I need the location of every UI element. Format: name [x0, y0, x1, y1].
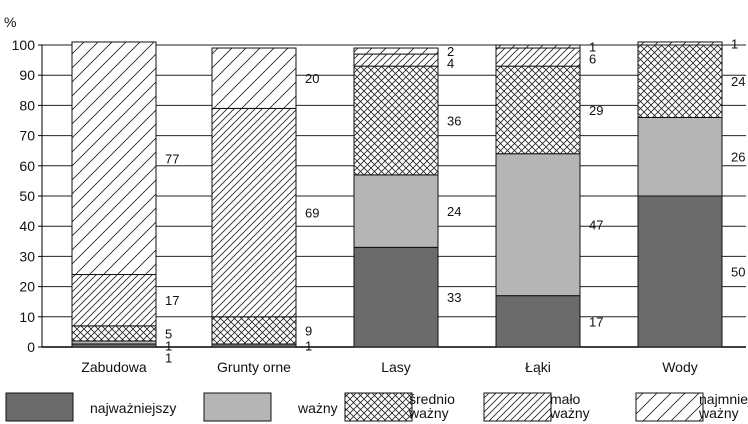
- y-axis-label: %: [4, 14, 16, 30]
- bar-segment-laki-malo-wazny: [495, 47, 581, 67]
- bar-segment-lasy-malo-wazny: [353, 53, 439, 67]
- data-label: 6: [589, 52, 596, 67]
- bar-segment-wody-wazny: [637, 116, 723, 197]
- data-label: 17: [589, 314, 603, 329]
- data-label: 17: [165, 293, 179, 308]
- y-tick-label: 80: [19, 97, 35, 113]
- data-label: 33: [447, 290, 461, 305]
- y-tick-label: 100: [12, 37, 36, 53]
- bar-segment-laki-wazny: [495, 153, 581, 297]
- data-label: 69: [305, 206, 319, 221]
- legend-swatch-srednio-wazny: [344, 392, 413, 422]
- legend-swatch-malo-wazny: [483, 392, 552, 422]
- data-label: 50: [731, 265, 745, 280]
- data-label: 29: [589, 103, 603, 118]
- y-tick-label: 70: [19, 128, 35, 144]
- legend: najważniejszy ważny średnio ważny mało ważny n…: [5, 391, 748, 422]
- legend-label-srednio-wazny: średnio ważny: [408, 391, 455, 421]
- legend-label-malo-wazny: mało ważny: [549, 391, 590, 421]
- legend-label-najmniej-wazny: najmniej ważny: [698, 391, 748, 421]
- bar-segment-wody-srednio-wazny: [637, 44, 723, 118]
- bar-segment-lasy-najwazniejszy: [353, 246, 439, 348]
- data-label: 1: [731, 36, 738, 51]
- bar-segment-wody-najwazniejszy: [637, 195, 723, 348]
- bar-segment-lasy-srednio-wazny: [353, 65, 439, 176]
- data-label: 4: [447, 56, 454, 71]
- legend-label-najwazniejszy: najważniejszy: [90, 400, 176, 416]
- y-tick-label: 50: [19, 188, 35, 204]
- data-label: 1: [165, 350, 172, 365]
- bar-segment-zabudowa-srednio-wazny: [71, 325, 157, 342]
- y-tick-label: 90: [19, 67, 35, 83]
- category-label-wody: Wody: [662, 359, 698, 375]
- category-label-zabudowa: Zabudowa: [81, 359, 147, 375]
- legend-swatch-najmniej-wazny: [635, 392, 704, 422]
- data-label: 77: [165, 151, 179, 166]
- y-tick-label: 10: [19, 309, 35, 325]
- legend-swatch-wazny: [203, 392, 272, 422]
- category-label-lasy: Lasy: [381, 359, 411, 375]
- bars: [71, 41, 723, 348]
- bar-segment-laki-najmniej-wazny: [495, 44, 581, 49]
- bar-segment-laki-najwazniejszy: [495, 295, 581, 348]
- data-label: 24: [731, 74, 745, 89]
- data-label: 36: [447, 114, 461, 129]
- bar-segment-zabudowa-malo-wazny: [71, 274, 157, 327]
- bar-segment-grunty-orne-najmniej-wazny: [211, 47, 297, 109]
- data-label: 5: [165, 326, 172, 341]
- y-tick-label: 20: [19, 279, 35, 295]
- y-tick-label: 60: [19, 158, 35, 174]
- y-tick-label: 0: [27, 339, 35, 355]
- data-label: 20: [305, 71, 319, 86]
- bar-segment-zabudowa-najmniej-wazny: [71, 41, 157, 276]
- category-labels: Zabudowa Grunty orne Lasy Łąki Wody: [81, 359, 697, 375]
- bar-segment-grunty-orne-srednio-wazny: [211, 316, 297, 345]
- bar-segment-laki-srednio-wazny: [495, 65, 581, 155]
- data-label: 9: [305, 323, 312, 338]
- bar-segment-wody-najmniej-wazny: [637, 41, 723, 46]
- category-label-laki: Łąki: [525, 359, 551, 375]
- data-label: 2: [447, 44, 454, 59]
- y-tick-label: 40: [19, 218, 35, 234]
- data-label: 47: [589, 218, 603, 233]
- legend-swatch-najwazniejszy: [5, 392, 74, 422]
- bar-segment-grunty-orne-malo-wazny: [211, 107, 297, 318]
- bar-segment-lasy-najmniej-wazny: [353, 47, 439, 55]
- data-label: 26: [731, 150, 745, 165]
- legend-label-wazny: ważny: [297, 400, 338, 416]
- data-label: 1: [305, 338, 312, 353]
- data-label: 1: [165, 338, 172, 353]
- bar-segment-lasy-wazny: [353, 174, 439, 248]
- y-axis-ticks: 0 10 20 30 40 50 60 70 80 90 100: [12, 37, 43, 355]
- category-label-grunty-orne: Grunty orne: [217, 359, 291, 375]
- data-label: 24: [447, 204, 461, 219]
- y-tick-label: 30: [19, 248, 35, 264]
- data-label: 1: [589, 40, 596, 55]
